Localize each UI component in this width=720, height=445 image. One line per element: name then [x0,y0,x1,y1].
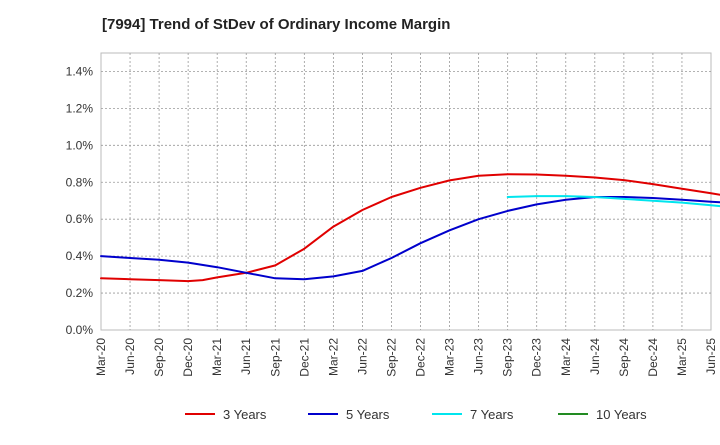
x-tick-label: Sep-21 [268,338,282,377]
y-tick-label: 1.2% [66,101,94,115]
legend: 3 Years 5 Years 7 Years 10 Years [185,407,647,422]
x-tick-label: Dec-24 [646,338,660,377]
series-line-3-years [100,173,720,283]
y-tick-label: 0.2% [66,286,94,300]
y-tick-label: 0.0% [66,323,94,337]
x-tick-label: Jun-25 [704,338,718,375]
x-tick-label: Sep-24 [617,338,631,377]
series-line-7-years [506,195,720,208]
x-tick-label: Dec-23 [530,338,544,377]
x-tick-label: Sep-20 [152,338,166,377]
x-tick-label: Mar-20 [94,338,108,376]
x-tick-label: Jun-20 [123,338,137,375]
legend-label: 3 Years [223,407,267,422]
chart-title: [7994] Trend of StDev of Ordinary Income… [102,16,451,33]
x-tick-label: Sep-23 [501,338,515,377]
y-tick-label: 0.6% [66,212,94,226]
y-tick-label: 0.4% [66,249,94,263]
legend-label: 5 Years [346,407,390,422]
x-tick-label: Dec-21 [297,338,311,377]
y-tick-label: 0.8% [66,175,94,189]
x-tick-label: Jun-22 [355,338,369,375]
series-lines [100,173,720,283]
x-tick-label: Mar-21 [210,338,224,376]
x-tick-label: Mar-24 [559,338,573,376]
x-tick-label: Jun-21 [239,338,253,375]
x-tick-label: Mar-25 [675,338,689,376]
y-tick-label: 1.0% [66,138,94,152]
legend-label: 7 Years [470,407,514,422]
x-tick-label: Dec-20 [181,338,195,377]
axes: Mar-20 Jun-20 Sep-20 Dec-20 Mar-21 Jun-21 Sep-… [66,64,718,376]
x-tick-label: Jun-24 [588,338,602,375]
grid-lines [101,53,711,330]
x-tick-label: Dec-22 [414,338,428,377]
x-tick-label: Sep-22 [384,338,398,377]
y-tick-label: 1.4% [66,64,94,78]
x-tick-label: Jun-23 [472,338,486,375]
series-line-5-years [100,196,720,281]
x-tick-label: Mar-22 [326,338,340,376]
x-tick-label: Mar-23 [443,338,457,376]
legend-label: 10 Years [596,407,647,422]
